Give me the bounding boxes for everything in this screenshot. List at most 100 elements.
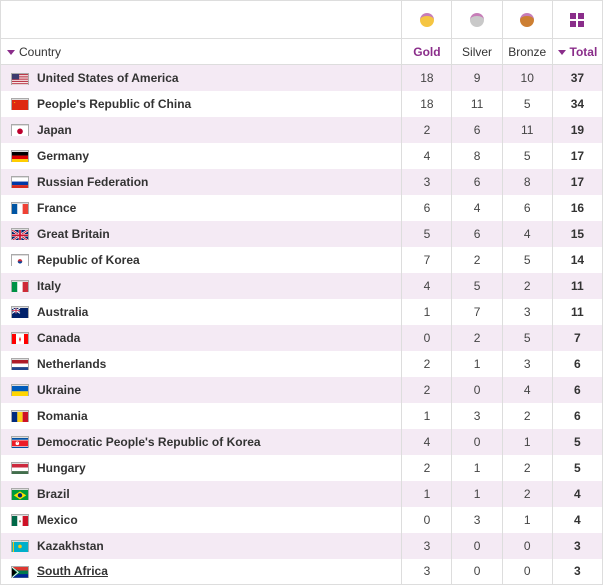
header-gold-icon[interactable] bbox=[402, 1, 452, 39]
country-name[interactable]: Romania bbox=[37, 409, 88, 423]
country-name[interactable]: South Africa bbox=[37, 564, 108, 578]
header-gold[interactable]: Gold bbox=[402, 39, 452, 65]
country-cell[interactable]: Australia bbox=[1, 299, 402, 325]
silver-cell: 3 bbox=[452, 403, 502, 429]
flag-icon bbox=[11, 488, 29, 500]
country-cell[interactable]: Hungary bbox=[1, 455, 402, 481]
header-silver[interactable]: Silver bbox=[452, 39, 502, 65]
country-name[interactable]: People's Republic of China bbox=[37, 97, 191, 111]
country-cell[interactable]: Japan bbox=[1, 117, 402, 143]
country-name[interactable]: Ukraine bbox=[37, 383, 81, 397]
medal-table: Country Gold Silver Bronze Total United … bbox=[0, 0, 603, 585]
silver-cell: 6 bbox=[452, 169, 502, 195]
gold-cell: 3 bbox=[402, 559, 452, 585]
header-total[interactable]: Total bbox=[552, 39, 602, 65]
gold-cell: 2 bbox=[402, 351, 452, 377]
country-cell[interactable]: People's Republic of China bbox=[1, 91, 402, 117]
bronze-cell: 6 bbox=[502, 195, 552, 221]
country-name[interactable]: Australia bbox=[37, 305, 88, 319]
country-cell[interactable]: Brazil bbox=[1, 481, 402, 507]
header-country[interactable]: Country bbox=[1, 39, 402, 65]
silver-cell: 6 bbox=[452, 221, 502, 247]
country-cell[interactable]: Russian Federation bbox=[1, 169, 402, 195]
country-name[interactable]: Brazil bbox=[37, 487, 70, 501]
gold-cell: 3 bbox=[402, 533, 452, 559]
flag-icon bbox=[11, 306, 29, 318]
country-cell[interactable]: France bbox=[1, 195, 402, 221]
country-name[interactable]: Democratic People's Republic of Korea bbox=[37, 435, 261, 449]
bronze-cell: 0 bbox=[502, 533, 552, 559]
country-cell[interactable]: Germany bbox=[1, 143, 402, 169]
country-name[interactable]: Netherlands bbox=[37, 357, 106, 371]
country-cell[interactable]: Italy bbox=[1, 273, 402, 299]
country-cell[interactable]: South Africa bbox=[1, 559, 402, 585]
gold-medal-icon bbox=[420, 13, 434, 27]
country-name[interactable]: United States of America bbox=[37, 71, 179, 85]
table-row: Kazakhstan3003 bbox=[1, 533, 603, 559]
flag-icon bbox=[11, 202, 29, 214]
total-cell: 6 bbox=[552, 377, 602, 403]
country-cell[interactable]: Ukraine bbox=[1, 377, 402, 403]
country-name[interactable]: Great Britain bbox=[37, 227, 110, 241]
bronze-cell: 0 bbox=[502, 559, 552, 585]
total-cell: 5 bbox=[552, 429, 602, 455]
table-row: Democratic People's Republic of Korea401… bbox=[1, 429, 603, 455]
silver-cell: 11 bbox=[452, 91, 502, 117]
silver-cell: 2 bbox=[452, 247, 502, 273]
gold-cell: 18 bbox=[402, 65, 452, 91]
country-name[interactable]: Germany bbox=[37, 149, 89, 163]
country-name[interactable]: Russian Federation bbox=[37, 175, 148, 189]
country-name[interactable]: Japan bbox=[37, 123, 72, 137]
flag-icon bbox=[11, 98, 29, 110]
silver-cell: 5 bbox=[452, 273, 502, 299]
header-bronze-icon[interactable] bbox=[502, 1, 552, 39]
bronze-cell: 11 bbox=[502, 117, 552, 143]
total-cell: 3 bbox=[552, 559, 602, 585]
silver-medal-icon bbox=[470, 13, 484, 27]
country-cell[interactable]: Romania bbox=[1, 403, 402, 429]
header-total-icon[interactable] bbox=[552, 1, 602, 39]
gold-cell: 4 bbox=[402, 143, 452, 169]
country-cell[interactable]: Netherlands bbox=[1, 351, 402, 377]
country-name[interactable]: Kazakhstan bbox=[37, 539, 104, 553]
total-cell: 3 bbox=[552, 533, 602, 559]
country-cell[interactable]: United States of America bbox=[1, 65, 402, 91]
bronze-cell: 5 bbox=[502, 91, 552, 117]
flag-icon bbox=[11, 228, 29, 240]
header-total-label: Total bbox=[570, 45, 598, 59]
total-cell: 6 bbox=[552, 351, 602, 377]
bronze-cell: 8 bbox=[502, 169, 552, 195]
bronze-cell: 1 bbox=[502, 507, 552, 533]
country-cell[interactable]: Democratic People's Republic of Korea bbox=[1, 429, 402, 455]
table-row: Ukraine2046 bbox=[1, 377, 603, 403]
flag-icon bbox=[11, 514, 29, 526]
total-cell: 5 bbox=[552, 455, 602, 481]
country-name[interactable]: Mexico bbox=[37, 513, 78, 527]
gold-cell: 6 bbox=[402, 195, 452, 221]
table-row: Germany48517 bbox=[1, 143, 603, 169]
header-silver-icon[interactable] bbox=[452, 1, 502, 39]
country-cell[interactable]: Mexico bbox=[1, 507, 402, 533]
table-row: People's Republic of China1811534 bbox=[1, 91, 603, 117]
header-blank bbox=[1, 1, 402, 39]
bronze-cell: 2 bbox=[502, 403, 552, 429]
country-name[interactable]: Hungary bbox=[37, 461, 86, 475]
country-name[interactable]: Republic of Korea bbox=[37, 253, 140, 267]
country-name[interactable]: Italy bbox=[37, 279, 61, 293]
flag-icon bbox=[11, 176, 29, 188]
total-cell: 17 bbox=[552, 143, 602, 169]
country-name[interactable]: Canada bbox=[37, 331, 80, 345]
header-bronze[interactable]: Bronze bbox=[502, 39, 552, 65]
table-row: Republic of Korea72514 bbox=[1, 247, 603, 273]
country-name[interactable]: France bbox=[37, 201, 76, 215]
gold-cell: 18 bbox=[402, 91, 452, 117]
country-cell[interactable]: Canada bbox=[1, 325, 402, 351]
table-row: Australia17311 bbox=[1, 299, 603, 325]
silver-cell: 9 bbox=[452, 65, 502, 91]
bronze-cell: 5 bbox=[502, 143, 552, 169]
total-cell: 6 bbox=[552, 403, 602, 429]
country-cell[interactable]: Kazakhstan bbox=[1, 533, 402, 559]
country-cell[interactable]: Great Britain bbox=[1, 221, 402, 247]
country-cell[interactable]: Republic of Korea bbox=[1, 247, 402, 273]
table-row: United States of America1891037 bbox=[1, 65, 603, 91]
